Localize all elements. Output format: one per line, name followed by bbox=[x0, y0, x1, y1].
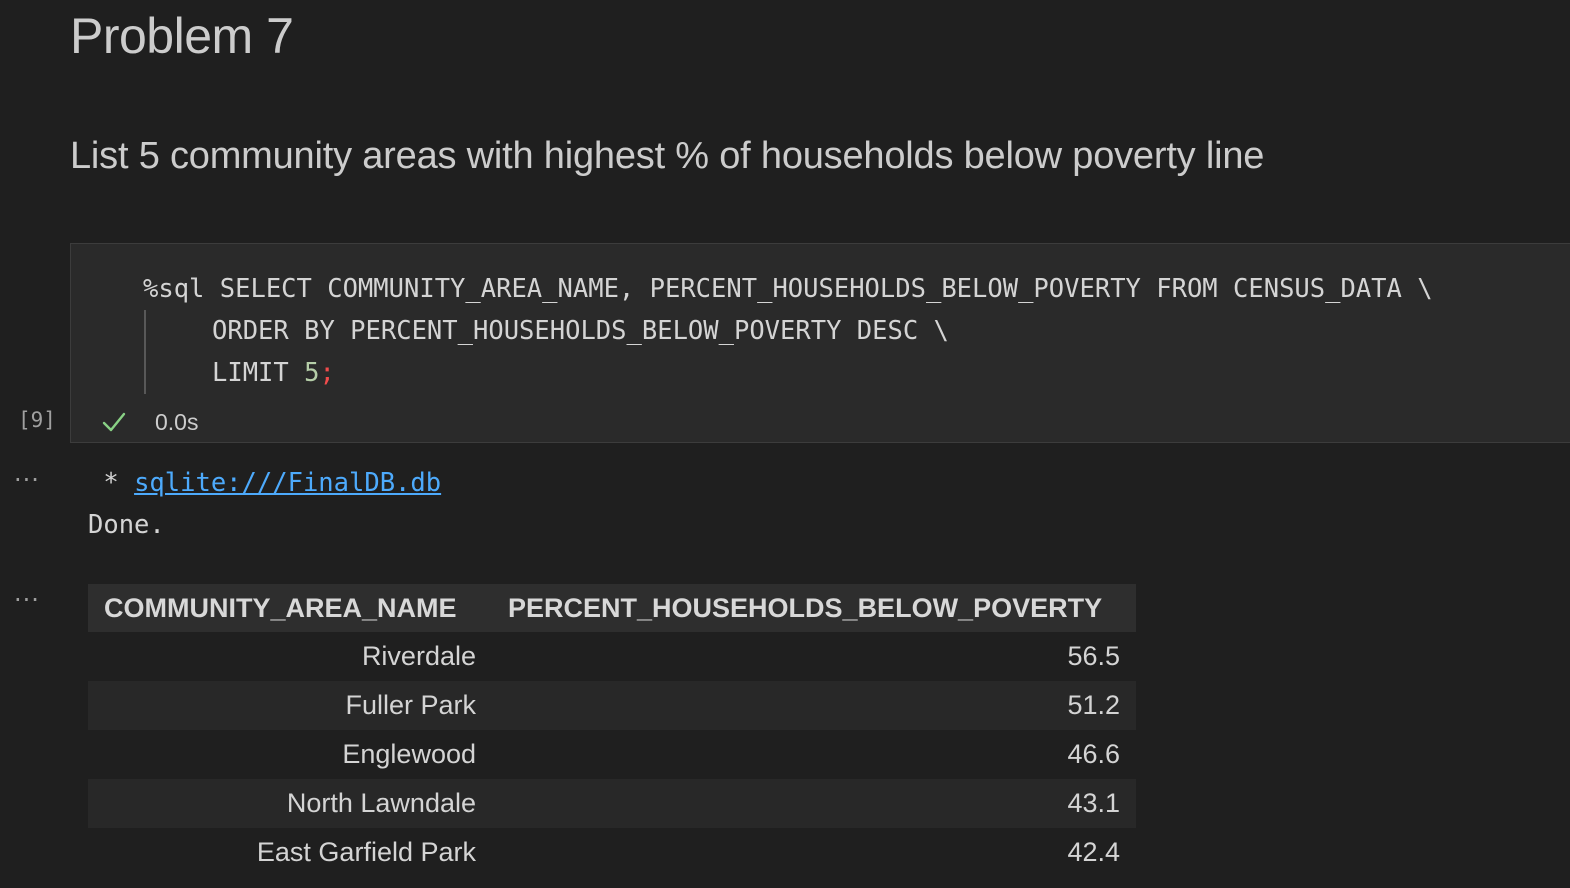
code-cell-editor[interactable]: %sql SELECT COMMUNITY_AREA_NAME, PERCENT… bbox=[70, 243, 1570, 443]
connection-prefix: * bbox=[88, 468, 135, 498]
connection-line: * sqlite:///FinalDB.db bbox=[88, 463, 441, 503]
table-cell: Riverdale bbox=[88, 632, 492, 681]
execution-count: [9] bbox=[18, 408, 56, 432]
code-line-2[interactable]: ORDER BY PERCENT_HOUSEHOLDS_BELOW_POVERT… bbox=[212, 316, 949, 346]
table-header-row: COMMUNITY_AREA_NAME PERCENT_HOUSEHOLDS_B… bbox=[88, 584, 1136, 632]
check-icon bbox=[101, 409, 127, 435]
table-row: North Lawndale 43.1 bbox=[88, 779, 1136, 828]
semicolon: ; bbox=[319, 358, 335, 388]
execution-duration: 0.0s bbox=[155, 408, 199, 435]
markdown-heading: Problem 7 bbox=[70, 8, 294, 64]
table-cell: East Garfield Park bbox=[88, 828, 492, 877]
table-cell: 51.2 bbox=[492, 681, 1136, 730]
output-status: Done. bbox=[88, 510, 165, 540]
limit-keyword: LIMIT bbox=[212, 358, 305, 388]
table-row: Fuller Park 51.2 bbox=[88, 681, 1136, 730]
limit-number: 5 bbox=[304, 358, 320, 388]
table-cell: 46.6 bbox=[492, 730, 1136, 779]
output-menu-icon[interactable]: ··· bbox=[14, 466, 40, 494]
code-line-1[interactable]: %sql SELECT COMMUNITY_AREA_NAME, PERCENT… bbox=[143, 274, 1433, 304]
table-cell: Englewood bbox=[88, 730, 492, 779]
execution-status: 0.0s bbox=[101, 408, 198, 436]
table-row: Riverdale 56.5 bbox=[88, 632, 1136, 681]
table-row: East Garfield Park 42.4 bbox=[88, 828, 1136, 877]
markdown-description: List 5 community areas with highest % of… bbox=[70, 135, 1265, 177]
table-row: Englewood 46.6 bbox=[88, 730, 1136, 779]
code-line-3[interactable]: LIMIT 5; bbox=[212, 352, 335, 394]
column-header: COMMUNITY_AREA_NAME bbox=[88, 584, 492, 632]
table-cell: Fuller Park bbox=[88, 681, 492, 730]
column-header: PERCENT_HOUSEHOLDS_BELOW_POVERTY bbox=[492, 584, 1136, 632]
table-cell: 43.1 bbox=[492, 779, 1136, 828]
indent-guide bbox=[144, 310, 146, 394]
table-cell: 42.4 bbox=[492, 828, 1136, 877]
result-table: COMMUNITY_AREA_NAME PERCENT_HOUSEHOLDS_B… bbox=[88, 584, 1136, 877]
table-cell: North Lawndale bbox=[88, 779, 492, 828]
table-cell: 56.5 bbox=[492, 632, 1136, 681]
connection-link[interactable]: sqlite:///FinalDB.db bbox=[134, 468, 442, 498]
output-menu-icon[interactable]: ··· bbox=[14, 586, 40, 614]
